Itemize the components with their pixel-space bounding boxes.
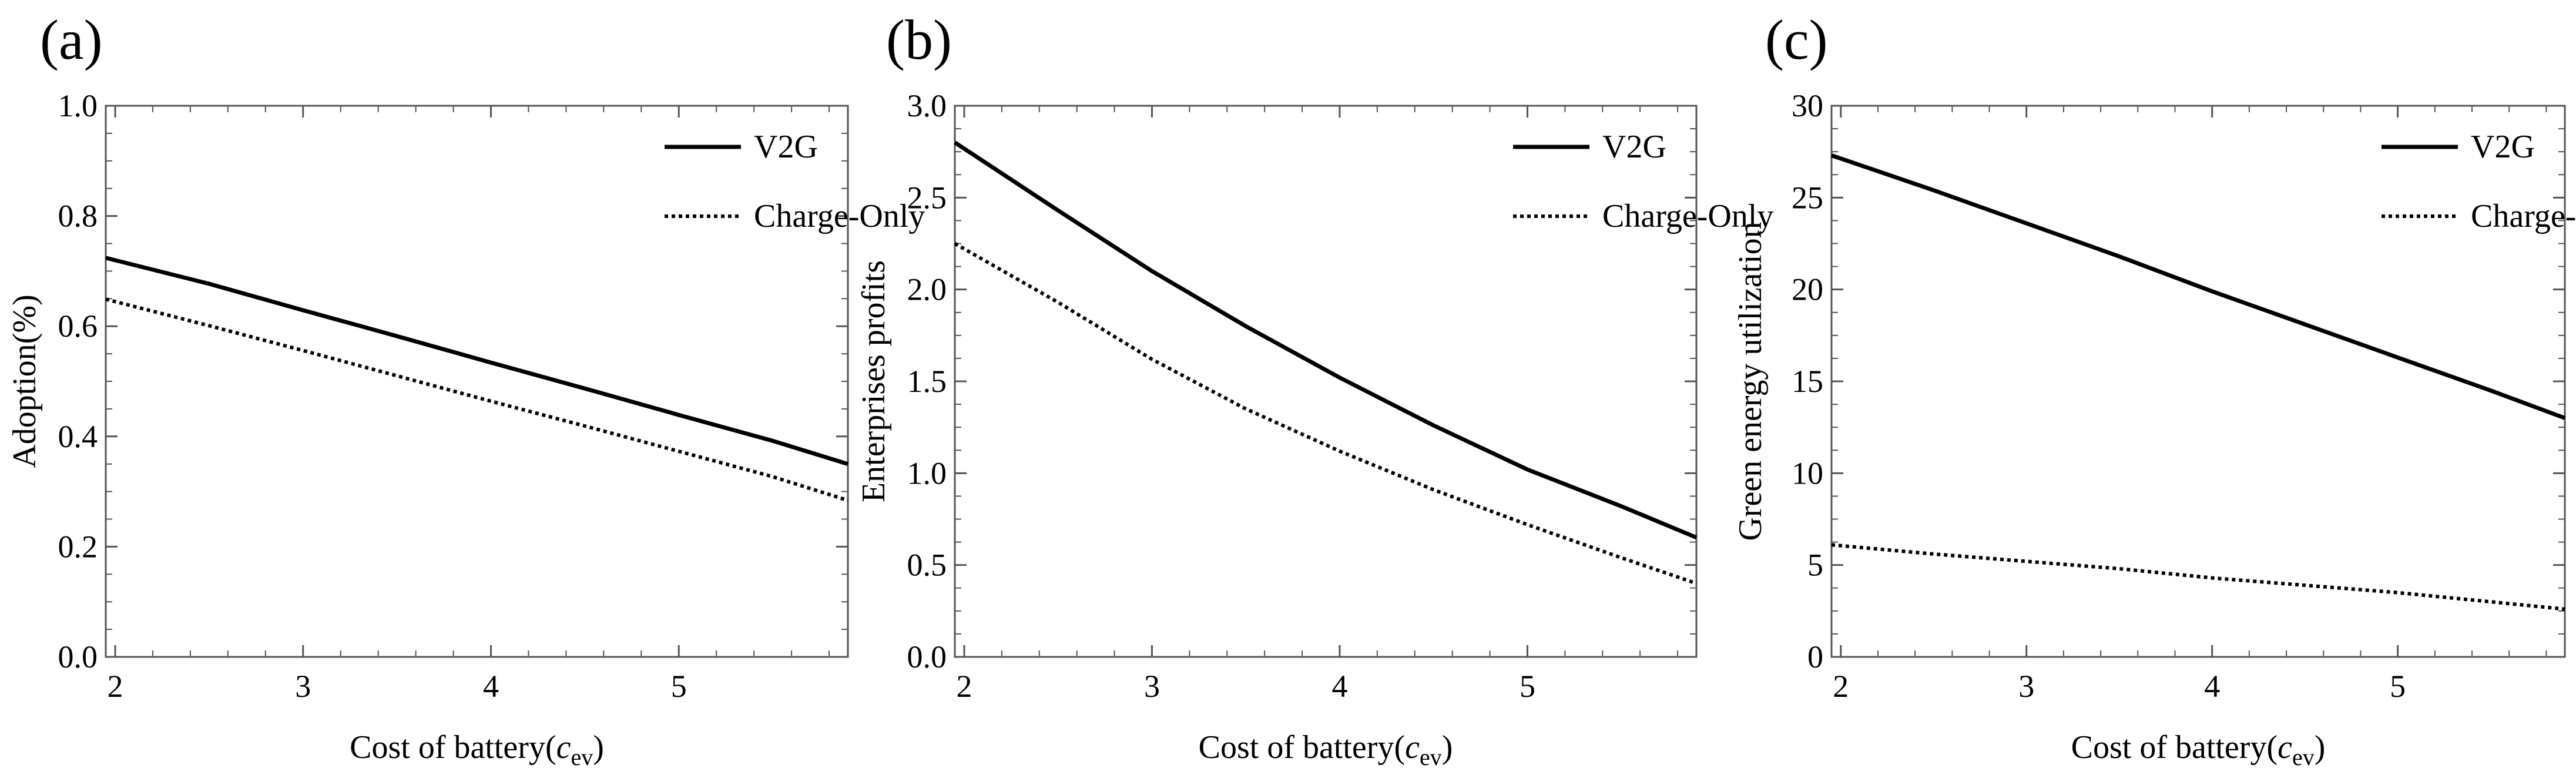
plot-frame — [1830, 105, 2566, 658]
x-tick-label: 2 — [1833, 669, 1849, 704]
x-tick-label: 3 — [2018, 669, 2034, 704]
legend-label: V2G — [2471, 129, 2535, 165]
y-tick-label: 3.0 — [907, 88, 947, 123]
panel-label: (c) — [1765, 8, 1828, 71]
x-tick-label: 3 — [295, 669, 311, 704]
y-tick-label: 1.0 — [907, 455, 947, 491]
plot-frame — [105, 105, 849, 658]
y-axis-title: Enterprises profits — [856, 260, 892, 502]
x-tick-label: 2 — [956, 669, 972, 704]
y-tick-label: 30 — [1792, 88, 1823, 123]
x-tick-label: 5 — [671, 669, 687, 704]
x-axis-title: Cost of battery(cev) — [2071, 729, 2326, 770]
y-tick-label: 1.5 — [907, 364, 947, 399]
series-line-charge-only — [105, 297, 848, 502]
y-tick-label: 15 — [1792, 364, 1823, 399]
y-axis-title: Green energy utilization — [1732, 222, 1769, 541]
x-axis-title: Cost of battery(cev) — [350, 729, 604, 770]
series-line-v2g — [954, 140, 1698, 540]
y-tick-label: 0.4 — [58, 419, 98, 454]
x-tick-label: 2 — [107, 669, 123, 704]
chart-panel-3: (c) 2 3 4 5 0 5 10 15 20 25 30 Cost of battery(cev) G… — [1732, 8, 2576, 770]
y-tick-label: 0.6 — [58, 308, 98, 344]
series-line-v2g — [1830, 153, 2566, 420]
chart-panel-1: (a) 2 3 4 5 0.0 0.2 0.4 0.6 0.8 1.0 Cost of battery… — [6, 8, 925, 770]
y-tick-label: 0.0 — [58, 639, 98, 675]
series-line-v2g — [105, 256, 849, 467]
panel-label: (a) — [40, 8, 103, 71]
y-tick-label: 2.5 — [907, 180, 947, 215]
y-tick-label: 25 — [1792, 180, 1823, 215]
series-line-charge-only — [954, 241, 1697, 585]
y-tick-label: 0.2 — [58, 529, 98, 564]
y-tick-label: 20 — [1792, 272, 1823, 307]
x-tick-label: 5 — [2390, 669, 2406, 704]
legend-label: Charge-Only — [1602, 198, 1773, 234]
chart-panel-2: (b) 2 3 4 5 0.0 0.5 1.0 1.5 2.0 2.5 3.0 Cost of batt… — [856, 8, 1773, 770]
x-tick-label: 4 — [2204, 669, 2220, 704]
x-axis-title: Cost of battery(cev) — [1199, 729, 1453, 770]
legend-label: Charge-Only — [2471, 198, 2576, 234]
y-tick-label: 0 — [1807, 639, 1823, 675]
x-tick-label: 4 — [483, 669, 499, 704]
x-tick-label: 3 — [1144, 669, 1160, 704]
y-tick-label: 5 — [1807, 548, 1823, 583]
y-axis-title: Adoption(%) — [6, 294, 43, 468]
y-tick-label: 0.0 — [907, 639, 947, 675]
series-line-charge-only — [1831, 543, 2565, 611]
y-tick-label: 10 — [1792, 455, 1823, 491]
y-tick-label: 0.5 — [907, 548, 947, 583]
y-tick-label: 2.0 — [907, 272, 947, 307]
legend-label: V2G — [754, 129, 818, 165]
y-tick-label: 0.8 — [58, 199, 98, 234]
panel-label: (b) — [886, 8, 952, 71]
legend-label: V2G — [1602, 129, 1666, 165]
x-tick-label: 4 — [1331, 669, 1347, 704]
legend-label: Charge-Only — [754, 198, 925, 234]
plot-frame — [954, 105, 1698, 658]
x-tick-label: 5 — [1520, 669, 1535, 704]
y-tick-label: 1.0 — [58, 88, 98, 123]
